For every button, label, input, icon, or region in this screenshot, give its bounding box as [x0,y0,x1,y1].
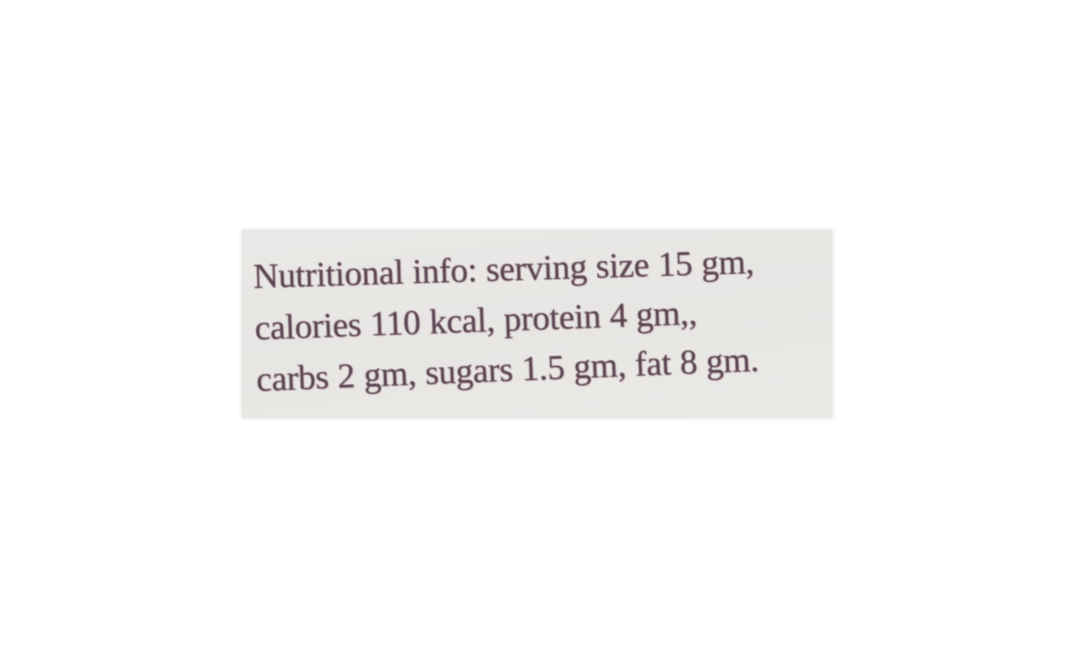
nutrition-label: Nutritional info: serving size 15 gm, ca… [242,230,832,418]
nutrition-text-block: Nutritional info: serving size 15 gm, ca… [253,235,832,402]
